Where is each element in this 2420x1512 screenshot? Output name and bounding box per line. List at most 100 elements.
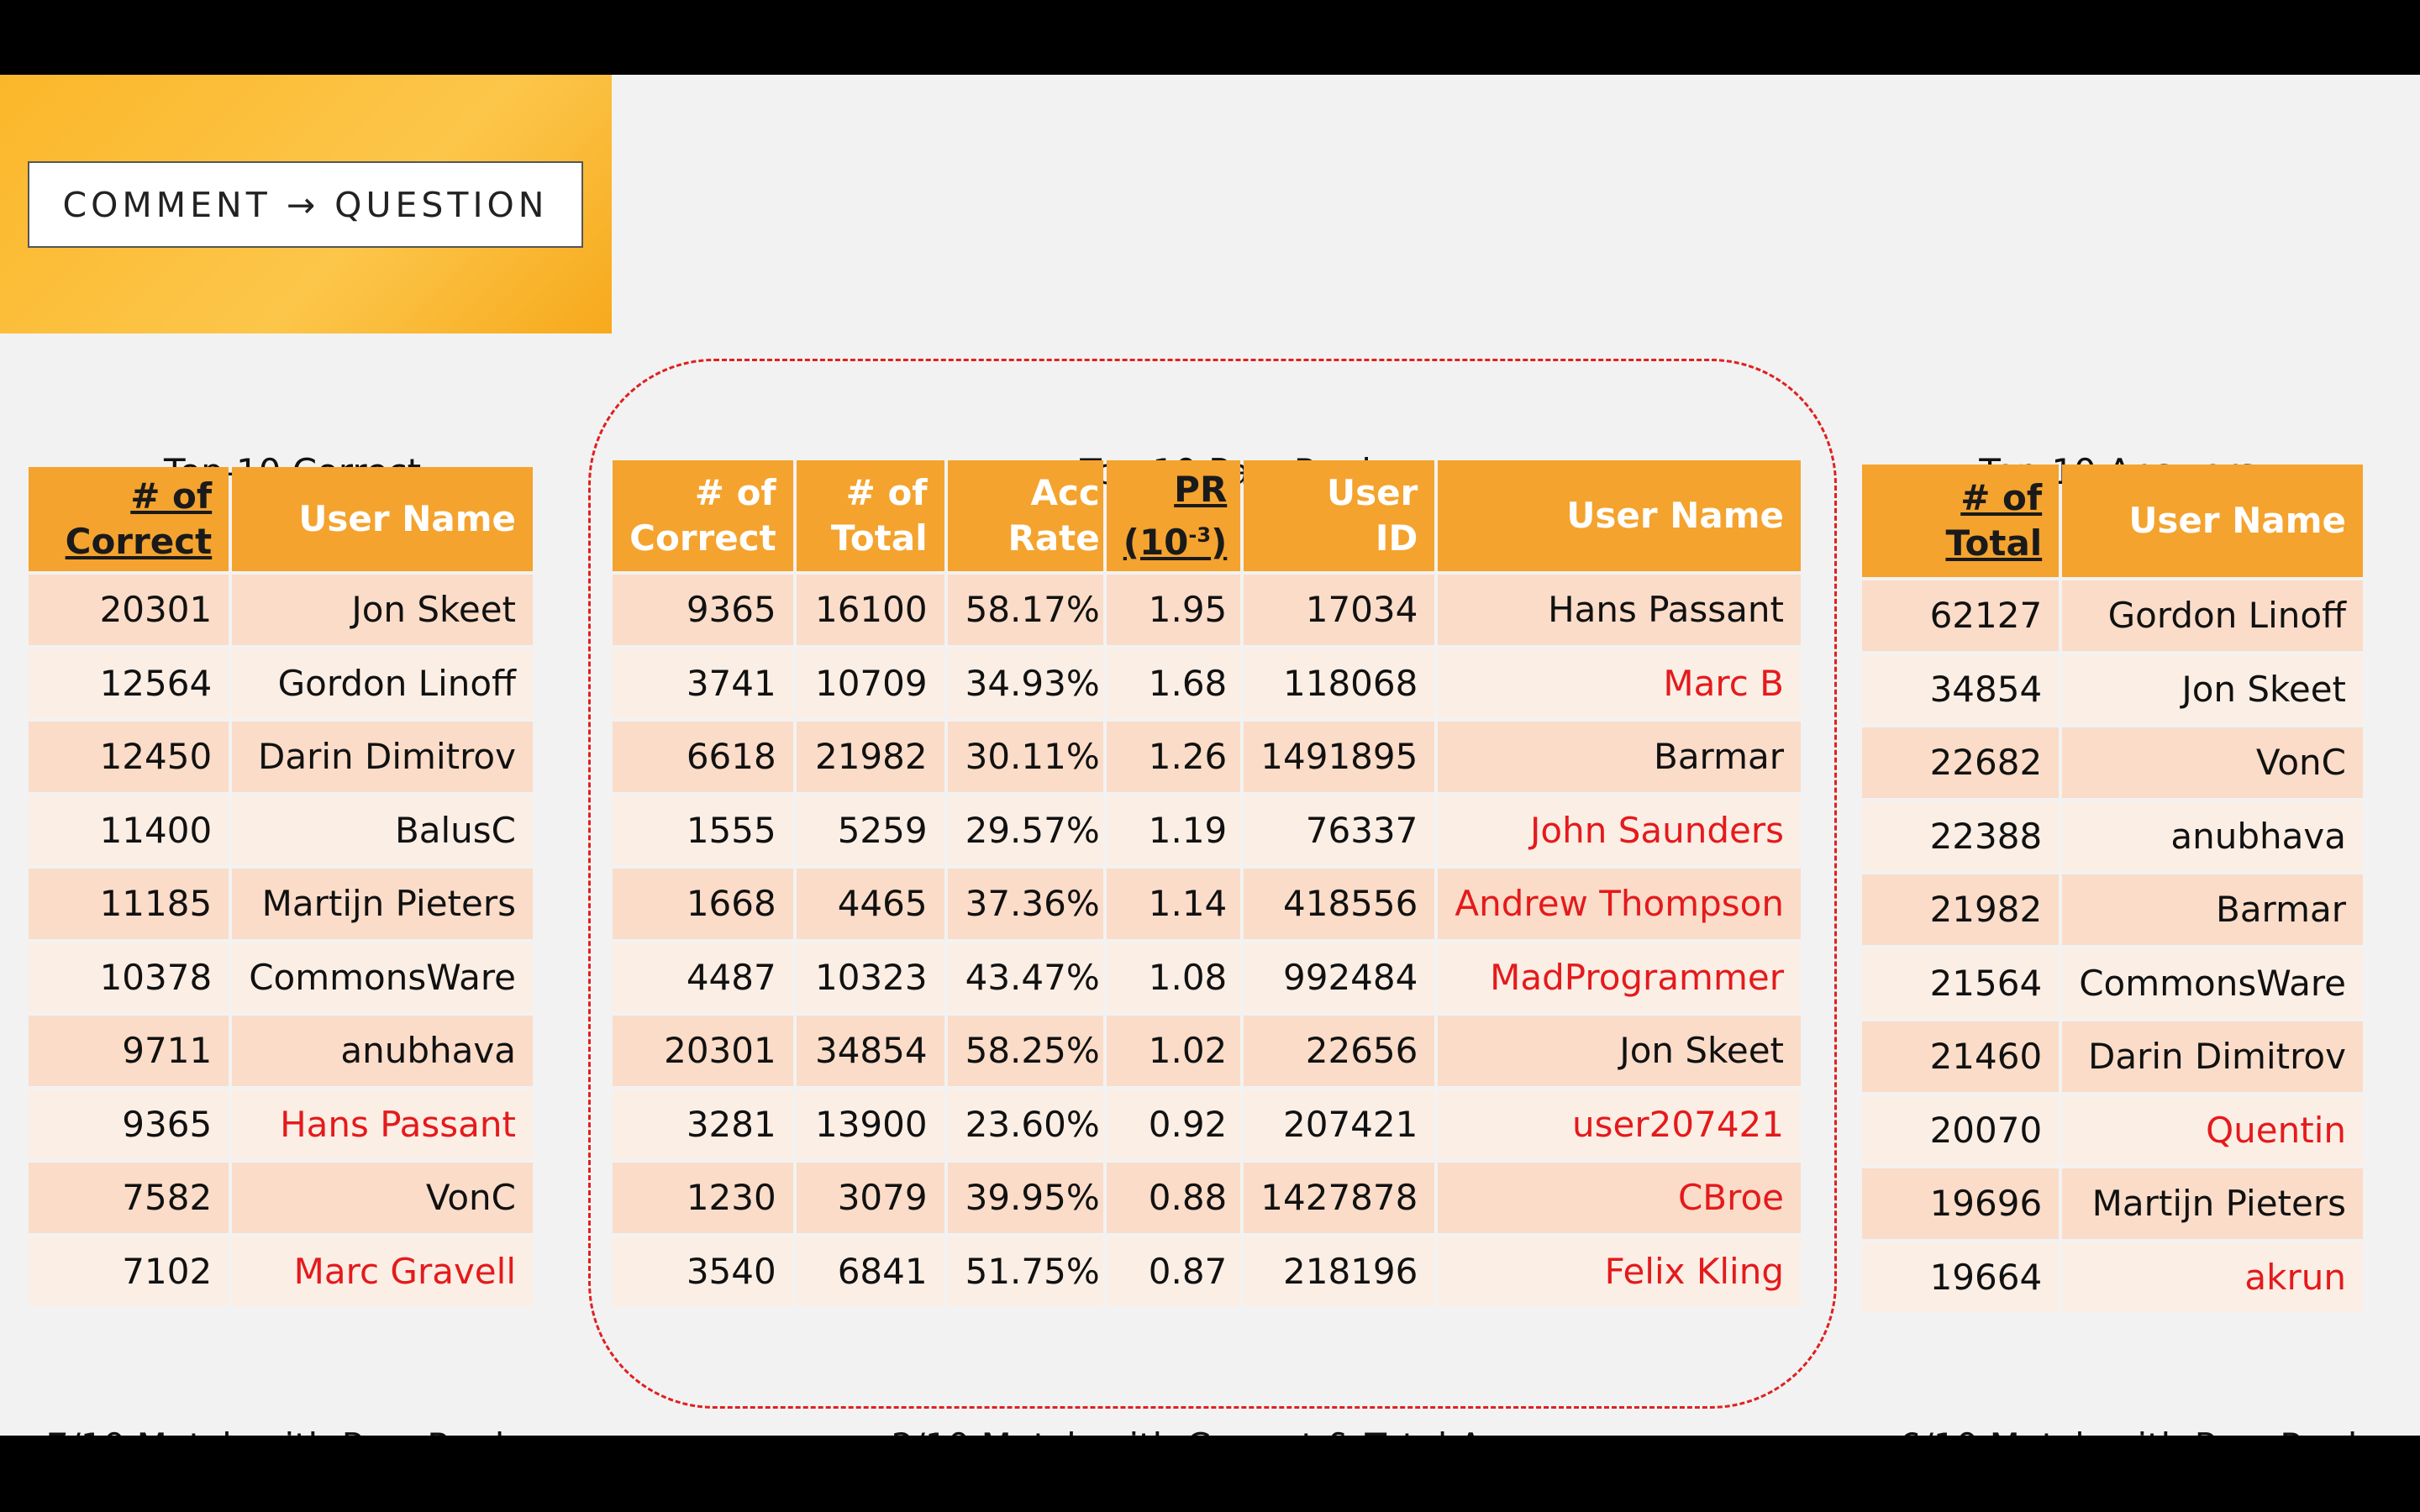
total-count-cell: 21564 [1862, 948, 2060, 1018]
middle-match-note: 3/10 Match with Correct & Total Answers [891, 1425, 1607, 1436]
right-match-note: 6/10 Match with PageRank [1899, 1425, 2368, 1436]
total-count-cell: 16100 [796, 575, 944, 645]
user-name-cell: Jon Skeet [232, 575, 533, 645]
table-row: 21564 CommonsWare [1862, 948, 2363, 1018]
table-row: 19696 Martijn Pieters [1862, 1168, 2363, 1239]
correct-count-cell: 10378 [29, 942, 229, 1012]
left-table-body: 20301 Jon Skeet 12564 Gordon Linoff 12450 Dar… [29, 575, 533, 1306]
correct-count-cell: 11400 [29, 795, 229, 865]
table-row: 21460 Darin Dimitrov [1862, 1021, 2363, 1092]
user-name-cell: Barmar [1438, 722, 1801, 792]
header-line: Correct [65, 521, 213, 562]
pr-unit-base: (10 [1123, 521, 1189, 563]
pr-unit-exponent: -3 [1188, 522, 1212, 547]
table-row: 20070 Quentin [1862, 1095, 2363, 1165]
user-name-cell: John Saunders [1438, 795, 1801, 865]
user-name-cell: Martijn Pieters [2062, 1168, 2363, 1239]
header-line: Total [830, 517, 928, 559]
acc-rate-cell: 34.93% [947, 648, 1103, 718]
left-match-note: 7/10 Match with PageRank [46, 1425, 515, 1436]
total-count-cell: 19664 [1862, 1242, 2060, 1312]
total-count-cell: 10323 [796, 942, 944, 1012]
correct-count-cell: 9365 [613, 575, 793, 645]
table-row: 12564 Gordon Linoff [29, 648, 533, 718]
header-total-count: # of Total [1862, 465, 2060, 577]
user-name-cell: Gordon Linoff [232, 648, 533, 718]
total-count-cell: 5259 [796, 795, 944, 865]
pagerank-cell: 0.87 [1106, 1236, 1241, 1306]
header-user-name: User Name [2062, 465, 2363, 577]
header-line: # of [130, 475, 213, 517]
total-count-cell: 3079 [796, 1163, 944, 1233]
correct-count-cell: 3540 [613, 1236, 793, 1306]
correct-count-cell: 12564 [29, 648, 229, 718]
total-count-cell: 19696 [1862, 1168, 2060, 1239]
header-correct-count: # of Correct [29, 467, 229, 571]
pagerank-cell: 1.08 [1106, 942, 1241, 1012]
user-name-cell: akrun [2062, 1242, 2363, 1312]
header-line: # of [694, 472, 776, 513]
user-id-cell: 418556 [1244, 869, 1435, 939]
correct-count-cell: 3281 [613, 1089, 793, 1159]
table-row: 3741 10709 34.93% 1.68 118068 Marc B [613, 648, 1801, 718]
table-row: 19664 akrun [1862, 1242, 2363, 1312]
header-line: # of [845, 472, 928, 513]
top10-pagerank-table: # of Correct # of Total Acc Rate PR (10-… [609, 457, 1804, 1310]
user-name-cell: anubhava [2062, 801, 2363, 871]
table-row: 21982 Barmar [1862, 874, 2363, 945]
header-line: Rate [1007, 517, 1100, 559]
table-row: 3540 6841 51.75% 0.87 218196 Felix Kling [613, 1236, 1801, 1306]
correct-count-cell: 9365 [29, 1089, 229, 1159]
pr-unit-close: ) [1211, 521, 1228, 563]
header-total-count: # of Total [796, 460, 944, 571]
pagerank-cell: 0.92 [1106, 1089, 1241, 1159]
pagerank-cell: 1.26 [1106, 722, 1241, 792]
user-name-cell: VonC [232, 1163, 533, 1233]
header-line: # of [1960, 477, 2043, 518]
total-count-cell: 10709 [796, 648, 944, 718]
table-row: 10378 CommonsWare [29, 942, 533, 1012]
total-count-cell: 13900 [796, 1089, 944, 1159]
total-count-cell: 22388 [1862, 801, 2060, 871]
acc-rate-cell: 30.11% [947, 722, 1103, 792]
total-count-cell: 4465 [796, 869, 944, 939]
slide-title: COMMENT → QUESTION [28, 161, 583, 248]
acc-rate-cell: 58.25% [947, 1016, 1103, 1086]
table-row: 34854 Jon Skeet [1862, 654, 2363, 724]
user-name-cell: CBroe [1438, 1163, 1801, 1233]
user-id-cell: 218196 [1244, 1236, 1435, 1306]
header-line: ID [1375, 517, 1418, 559]
correct-count-cell: 1668 [613, 869, 793, 939]
header-line: Total [1945, 522, 2043, 564]
table-row: 9365 Hans Passant [29, 1089, 533, 1159]
user-id-cell: 17034 [1244, 575, 1435, 645]
slide: COMMENT → QUESTION Top-10 Correct Top-10… [0, 75, 2420, 1436]
user-name-cell: Andrew Thompson [1438, 869, 1801, 939]
correct-count-cell: 3741 [613, 648, 793, 718]
correct-count-cell: 1555 [613, 795, 793, 865]
acc-rate-cell: 39.95% [947, 1163, 1103, 1233]
user-name-cell: CommonsWare [232, 942, 533, 1012]
pagerank-cell: 1.14 [1106, 869, 1241, 939]
user-name-cell: Martijn Pieters [232, 869, 533, 939]
pagerank-cell: 0.88 [1106, 1163, 1241, 1233]
header-correct-count: # of Correct [613, 460, 793, 571]
table-row: 11400 BalusC [29, 795, 533, 865]
table-row: 12450 Darin Dimitrov [29, 722, 533, 792]
user-name-cell: Quentin [2062, 1095, 2363, 1165]
user-name-cell: Darin Dimitrov [2062, 1021, 2363, 1092]
table-row: 6618 21982 30.11% 1.26 1491895 Barmar [613, 722, 1801, 792]
header-line: (10-3) [1123, 522, 1228, 563]
user-name-cell: Gordon Linoff [2062, 580, 2363, 651]
user-name-cell: VonC [2062, 727, 2363, 798]
header-user-id: User ID [1244, 460, 1435, 571]
user-name-cell: Hans Passant [1438, 575, 1801, 645]
user-name-cell: Hans Passant [232, 1089, 533, 1159]
table-row: 7582 VonC [29, 1163, 533, 1233]
total-count-cell: 21460 [1862, 1021, 2060, 1092]
total-count-cell: 21982 [1862, 874, 2060, 945]
acc-rate-cell: 58.17% [947, 575, 1103, 645]
table-row: 3281 13900 23.60% 0.92 207421 user207421 [613, 1089, 1801, 1159]
user-name-cell: Marc Gravell [232, 1236, 533, 1306]
user-name-cell: CommonsWare [2062, 948, 2363, 1018]
